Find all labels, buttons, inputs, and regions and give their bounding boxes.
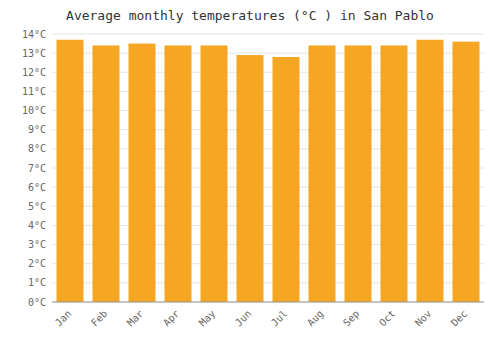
y-tick-label: 1°C <box>28 277 46 288</box>
bar <box>345 45 372 302</box>
x-tick-label: Apr <box>161 308 182 329</box>
bar <box>417 40 444 302</box>
x-tick-label: Oct <box>377 308 398 329</box>
bar <box>453 42 480 302</box>
x-tick-label: Feb <box>89 308 110 329</box>
x-tick-label: Jun <box>233 308 254 329</box>
bar <box>237 55 264 302</box>
bar <box>165 45 192 302</box>
bar <box>381 45 408 302</box>
x-tick-label: Jul <box>269 308 290 329</box>
x-axis: Jan Feb Mar Apr May Jun Jul Aug Sep Oct Nov Dec <box>52 302 484 328</box>
y-tick-label: 13°C <box>22 48 46 59</box>
y-tick-label: 4°C <box>28 220 46 231</box>
bar <box>309 45 336 302</box>
y-tick-label: 10°C <box>22 105 46 116</box>
y-tick-label: 14°C <box>22 29 46 40</box>
y-tick-label: 0°C <box>28 297 46 308</box>
chart: Average monthly temperatures (°C ) in Sa… <box>0 0 500 350</box>
y-tick-label: 8°C <box>28 143 46 154</box>
x-tick-label: Dec <box>449 308 470 329</box>
x-axis-line <box>52 302 484 303</box>
y-tick-label: 6°C <box>28 182 46 193</box>
x-tick-label: Nov <box>413 308 434 329</box>
title: Average monthly temperatures (°C ) in Sa… <box>66 8 434 23</box>
y-axis: 0°C 1°C 2°C 3°C 4°C 5°C 6°C 7°C 8°C 9°C 10°C 11°C 12… <box>22 29 484 308</box>
y-tick-label: 11°C <box>22 86 46 97</box>
y-tick-label: 12°C <box>22 67 46 78</box>
x-tick-label: Sep <box>341 308 362 329</box>
x-tick-label: May <box>197 308 218 329</box>
y-tick-label: 3°C <box>28 239 46 250</box>
x-tick-label: Mar <box>125 308 146 329</box>
grid-line <box>52 34 484 35</box>
y-tick-label: 5°C <box>28 201 46 212</box>
bar <box>93 45 120 302</box>
bar <box>201 45 228 302</box>
bar <box>57 40 84 302</box>
y-tick-label: 9°C <box>28 124 46 135</box>
bar <box>129 44 156 302</box>
y-tick-label: 2°C <box>28 258 46 269</box>
bars <box>57 40 480 302</box>
x-tick-label: Aug <box>305 308 326 329</box>
y-tick-label: 7°C <box>28 163 46 174</box>
bar <box>273 57 300 302</box>
x-tick-label: Jan <box>53 308 74 329</box>
grid-line <box>52 302 484 303</box>
